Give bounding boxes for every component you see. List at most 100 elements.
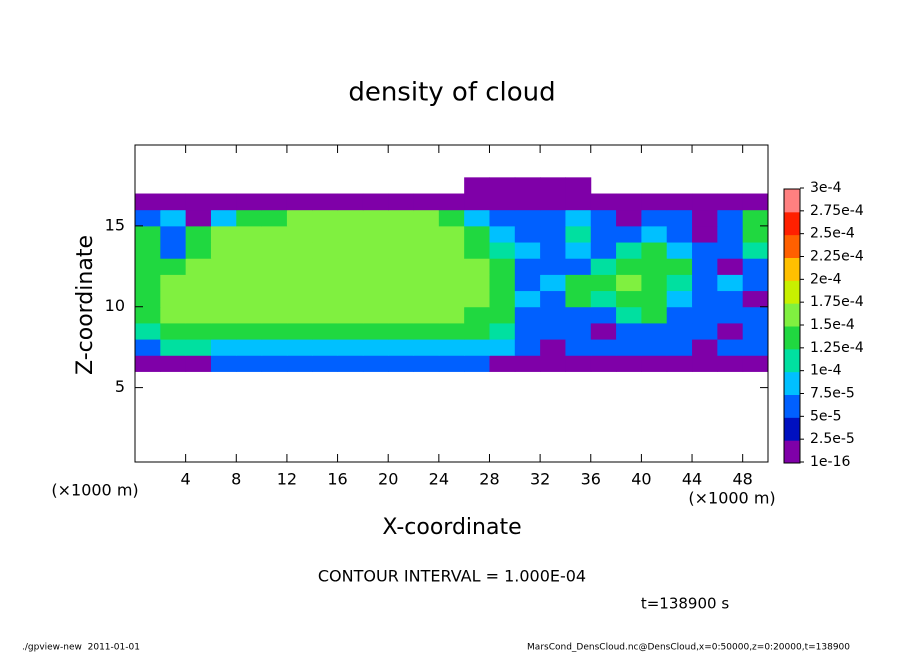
cell xyxy=(413,290,440,308)
cell xyxy=(717,322,744,340)
cell xyxy=(413,306,440,324)
x-unit: (×1000 m) xyxy=(688,489,775,508)
cell xyxy=(717,258,744,275)
cell xyxy=(185,322,212,340)
cell xyxy=(388,306,415,324)
cell xyxy=(388,355,415,372)
cell xyxy=(337,339,364,356)
cell xyxy=(438,322,465,340)
colorbar-bin xyxy=(784,234,800,258)
cell xyxy=(286,355,313,372)
time-note: t=138900 s xyxy=(641,595,729,613)
cell xyxy=(312,274,339,292)
cell xyxy=(514,193,541,211)
cell xyxy=(540,274,566,292)
cell xyxy=(514,339,541,356)
cell xyxy=(261,225,288,243)
cell xyxy=(135,322,161,340)
cell xyxy=(514,225,541,243)
cell xyxy=(666,339,693,356)
cell xyxy=(489,209,516,227)
cell xyxy=(362,193,389,211)
cell xyxy=(312,193,339,211)
cell xyxy=(413,339,440,356)
cell xyxy=(717,339,744,356)
colorbar-bin xyxy=(784,326,800,350)
cell xyxy=(616,274,642,292)
cell xyxy=(337,258,364,275)
colorbar-label: 5e-5 xyxy=(810,408,841,424)
cell xyxy=(337,290,364,308)
cell xyxy=(438,258,465,275)
cell xyxy=(742,339,769,356)
cell xyxy=(464,258,490,275)
cell xyxy=(236,225,263,243)
cell xyxy=(312,322,339,340)
cell xyxy=(489,225,516,243)
cell xyxy=(286,209,313,227)
cell xyxy=(742,209,769,227)
footer-right: MarsCond_DensCloud.nc@DensCloud,x=0:5000… xyxy=(527,643,850,653)
cell xyxy=(464,290,490,308)
cell xyxy=(210,209,237,227)
cell xyxy=(666,209,693,227)
cell xyxy=(388,258,415,275)
cell xyxy=(692,225,718,243)
cell xyxy=(641,322,668,340)
cell xyxy=(666,355,693,372)
cell xyxy=(641,355,668,372)
colorbar-bin xyxy=(784,348,800,373)
cell xyxy=(413,225,440,243)
cell xyxy=(514,258,541,275)
cell xyxy=(210,290,237,308)
colorbar-bin xyxy=(784,189,800,213)
cell xyxy=(261,322,288,340)
cell xyxy=(641,306,668,324)
cell xyxy=(540,193,566,211)
cell xyxy=(362,258,389,275)
cell xyxy=(286,258,313,275)
cell xyxy=(641,274,668,292)
cell xyxy=(160,290,187,308)
cell xyxy=(210,322,237,340)
cell xyxy=(489,177,516,195)
cell xyxy=(438,306,465,324)
cell xyxy=(590,258,617,275)
cell xyxy=(565,290,592,308)
cell xyxy=(464,355,490,372)
cell xyxy=(388,290,415,308)
cell xyxy=(185,193,212,211)
cell xyxy=(312,225,339,243)
colorbar-label: 2e-4 xyxy=(810,271,842,287)
cell xyxy=(489,339,516,356)
cell xyxy=(312,355,339,372)
colorbar-label: 2.5e-5 xyxy=(810,431,855,447)
cell xyxy=(666,193,693,211)
cell xyxy=(261,242,288,259)
cell xyxy=(388,209,415,227)
cell xyxy=(135,242,161,259)
cell xyxy=(514,242,541,259)
cell xyxy=(312,339,339,356)
cell xyxy=(312,290,339,308)
cell xyxy=(286,306,313,324)
cell xyxy=(236,355,263,372)
cell xyxy=(337,242,364,259)
cell xyxy=(540,258,566,275)
colorbar-label: 1e-4 xyxy=(810,363,842,379)
x-tick-label: 16 xyxy=(327,470,347,489)
cell xyxy=(717,306,744,324)
axes: 4 8 12 16 20 24 28 32 36 40 44 48510151e-162.5e-55e… xyxy=(105,144,864,489)
cell xyxy=(160,306,187,324)
cell xyxy=(565,322,592,340)
cell xyxy=(362,339,389,356)
cell xyxy=(489,322,516,340)
cell xyxy=(641,258,668,275)
cell xyxy=(742,355,769,372)
colorbar-bin xyxy=(784,440,800,464)
cell xyxy=(185,225,212,243)
colorbar-bin xyxy=(784,417,800,441)
cell xyxy=(464,242,490,259)
cell xyxy=(185,306,212,324)
cell xyxy=(489,290,516,308)
